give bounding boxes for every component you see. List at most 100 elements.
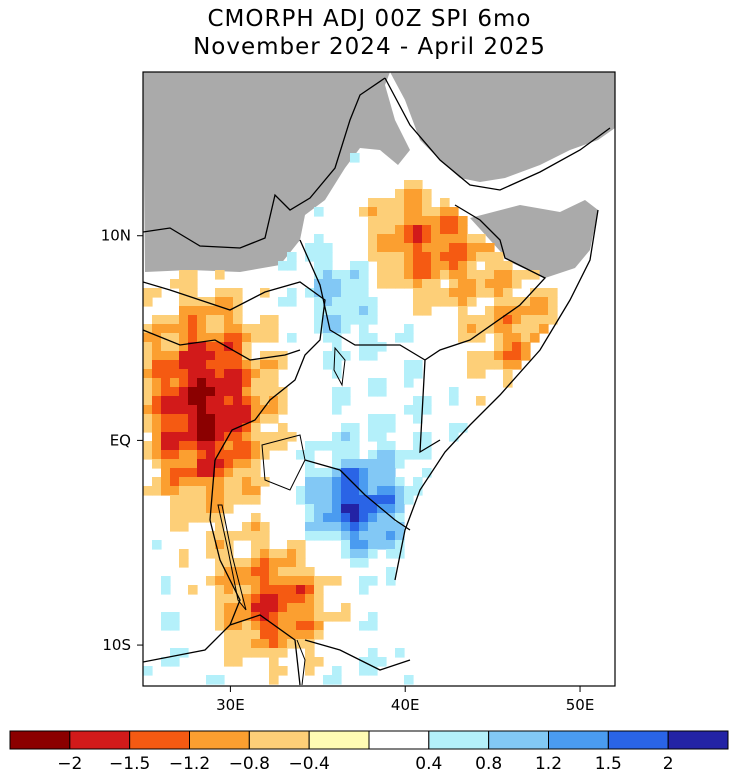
spi-cell	[242, 648, 252, 658]
spi-cell	[323, 243, 333, 253]
spi-cell	[368, 378, 378, 388]
spi-cell	[287, 540, 297, 550]
spi-cell	[386, 549, 396, 559]
spi-cell	[323, 468, 333, 478]
spi-cell	[242, 468, 252, 478]
spi-cell	[242, 369, 252, 379]
spi-cell	[197, 342, 207, 352]
spi-cell	[161, 585, 171, 595]
spi-cell	[215, 432, 225, 442]
spi-cell	[413, 405, 423, 415]
spi-cell	[197, 306, 207, 316]
spi-cell	[377, 423, 387, 433]
spi-cell	[503, 333, 513, 343]
spi-cell	[341, 279, 351, 289]
spi-cell	[233, 378, 243, 388]
spi-cell	[188, 477, 198, 487]
spi-cell	[260, 378, 270, 388]
spi-cell	[179, 288, 189, 298]
spi-cell	[179, 558, 189, 568]
spi-cell	[251, 387, 261, 397]
spi-cell	[260, 531, 270, 541]
spi-cell	[224, 387, 234, 397]
spi-cell	[440, 234, 450, 244]
spi-cell	[368, 540, 378, 550]
spi-cell	[278, 630, 288, 640]
spi-cell	[458, 261, 468, 271]
spi-cell	[377, 657, 387, 667]
spi-cell	[233, 315, 243, 325]
spi-cell	[341, 495, 351, 505]
spi-cell	[179, 297, 189, 307]
spi-cell	[503, 351, 513, 361]
spi-cell	[413, 189, 423, 199]
spi-cell	[269, 657, 279, 667]
spi-cell	[278, 648, 288, 658]
spi-cell	[332, 342, 342, 352]
spi-cell	[368, 468, 378, 478]
colorbar-labels: −2 −1.5 −1.2 −0.8 −0.4 0.4 0.8 1.2 1.5 2	[57, 754, 673, 774]
spi-cell	[395, 261, 405, 271]
spi-cell	[341, 459, 351, 469]
spi-cell	[161, 342, 171, 352]
spi-cell	[458, 288, 468, 298]
spi-cell	[251, 522, 261, 532]
spi-cell	[260, 648, 270, 658]
spi-cell	[233, 477, 243, 487]
spi-cell	[206, 468, 216, 478]
spi-cell	[251, 486, 261, 496]
spi-cell	[215, 369, 225, 379]
spi-cell	[458, 306, 468, 316]
spi-cell	[494, 360, 504, 370]
spi-cell	[170, 486, 180, 496]
spi-cell	[422, 279, 432, 289]
spi-cell	[188, 585, 198, 595]
spi-cell	[224, 495, 234, 505]
spi-cell	[476, 333, 486, 343]
spi-cell	[359, 279, 369, 289]
spi-cell	[197, 387, 207, 397]
spi-cell	[260, 621, 270, 631]
spi-cell	[287, 630, 297, 640]
spi-cell	[251, 648, 261, 658]
spi-cell	[242, 495, 252, 505]
spi-cell	[269, 333, 279, 343]
spi-cell	[503, 315, 513, 325]
spi-cell	[476, 243, 486, 253]
colorbar-label: −1.2	[169, 754, 210, 774]
spi-cell	[449, 243, 459, 253]
spi-cell	[404, 252, 414, 262]
spi-cell	[152, 387, 162, 397]
spi-cell	[323, 279, 333, 289]
spi-cell	[161, 333, 171, 343]
spi-cell	[224, 369, 234, 379]
spi-cell	[413, 450, 423, 460]
spi-cell	[260, 324, 270, 334]
spi-cell	[287, 252, 297, 262]
spi-cell	[242, 603, 252, 613]
spi-cell	[341, 324, 351, 334]
spi-cell	[215, 531, 225, 541]
spi-cell	[359, 531, 369, 541]
spi-cell	[251, 567, 261, 577]
spi-cell	[188, 297, 198, 307]
spi-cell	[278, 558, 288, 568]
spi-cell	[233, 648, 243, 658]
spi-cell	[422, 297, 432, 307]
spi-cell	[314, 468, 324, 478]
spi-cell	[476, 360, 486, 370]
spi-cell	[305, 288, 315, 298]
spi-cell	[161, 414, 171, 424]
spi-cell	[305, 657, 315, 667]
spi-cell	[188, 315, 198, 325]
spi-cell	[422, 468, 432, 478]
spi-cell	[233, 567, 243, 577]
spi-cell	[341, 549, 351, 559]
spi-cell	[467, 252, 477, 262]
spi-cell	[395, 540, 405, 550]
spi-cell	[539, 315, 549, 325]
spi-cell	[314, 621, 324, 631]
spi-cell	[206, 450, 216, 460]
spi-cell	[332, 315, 342, 325]
spi-cell	[413, 234, 423, 244]
